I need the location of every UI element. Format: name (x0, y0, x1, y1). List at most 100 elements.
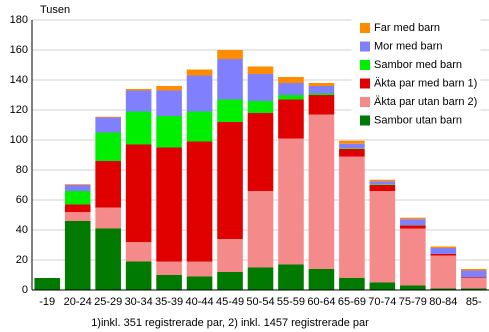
bar-segment (186, 276, 213, 290)
bar-segment (186, 69, 213, 76)
legend-label: Mor med barn (374, 40, 442, 52)
x-tick-label: 50-54 (246, 296, 274, 308)
legend-swatch (360, 23, 370, 33)
bar-segment (125, 242, 152, 262)
bar-segment (339, 278, 365, 290)
legend-label: Äkta par med barn 1) (374, 77, 477, 89)
y-tick-label: 160 (10, 44, 28, 56)
bar-segment (278, 95, 304, 100)
bar-segment (64, 204, 91, 212)
bar-segment (217, 99, 243, 122)
bar-segment (278, 138, 304, 265)
bar-segment (278, 99, 304, 139)
legend-label: Äkta par utan barn 2) (374, 96, 477, 108)
bar-segment (369, 184, 396, 185)
x-tick-label: 60-64 (307, 296, 335, 308)
x-tick-label: 70-74 (368, 296, 396, 308)
bar-segment (186, 261, 213, 277)
bar-segment (247, 267, 274, 290)
bar-segment (156, 261, 182, 275)
x-tick-label: -19 (39, 296, 55, 308)
bar-segment (460, 278, 487, 289)
bar-segment (247, 66, 274, 74)
bar-segment (34, 278, 61, 290)
bar-segment (125, 144, 152, 242)
bar-segment (247, 191, 274, 268)
bar-segment (156, 90, 182, 116)
bar-segment (339, 148, 365, 149)
bar-segment (400, 285, 426, 290)
bar-segment (95, 161, 121, 208)
bar-segment (400, 228, 426, 286)
bar-segment (95, 117, 121, 133)
bar-segment (125, 261, 152, 290)
bar-segment (64, 185, 91, 191)
bar-segment (339, 143, 365, 149)
bar-segment (156, 116, 182, 148)
legend-swatch (360, 41, 370, 52)
bar-segment (339, 149, 365, 157)
bar-segment (339, 156, 365, 278)
bar-segment (460, 288, 487, 290)
bar-segment (95, 116, 121, 118)
bar-segment (369, 282, 396, 290)
legend-swatch (360, 97, 370, 107)
footnote: 1)inkl. 351 registrerade par, 2) inkl. 1… (91, 317, 369, 329)
y-tick-label: 140 (10, 74, 28, 86)
bar-segment (125, 90, 152, 112)
x-tick-label: 45-49 (216, 296, 244, 308)
y-tick-label: 100 (10, 134, 28, 146)
x-tick-label: 85- (466, 296, 482, 308)
bar-segment (400, 225, 426, 229)
legend-label: Far med barn (374, 22, 440, 34)
bar-segment (278, 77, 304, 83)
x-tick-label: 35-39 (155, 296, 183, 308)
bar-segment (64, 184, 91, 185)
bar-segment (95, 132, 121, 161)
chart-title: Tusen (40, 4, 70, 16)
bar-segment (217, 59, 243, 100)
bar-segment (369, 191, 396, 283)
bar-segment (186, 141, 213, 262)
bar-segment (430, 254, 457, 256)
x-tick-label: 80-84 (429, 296, 457, 308)
bar-segment (247, 74, 274, 101)
bar-segment (64, 212, 91, 221)
bar-segment (217, 239, 243, 272)
bar-segment (217, 272, 243, 290)
x-tick-label: 55-59 (277, 296, 305, 308)
bar-segment (278, 264, 304, 290)
bar-segment (308, 114, 335, 269)
bar-segment (308, 269, 335, 290)
bar-segment (339, 140, 365, 144)
bar-segment (308, 83, 335, 86)
bar-segment (400, 217, 426, 220)
bar-segment (369, 181, 396, 185)
x-tick-label: 30-34 (125, 296, 153, 308)
legend-label: Sambor med barn (374, 59, 462, 71)
bar-segment (247, 101, 274, 113)
x-tick-label: 75-79 (399, 296, 427, 308)
bar-segment (369, 179, 396, 182)
bar-segment (217, 50, 243, 59)
legend-swatch (360, 78, 370, 89)
bar-segment (156, 275, 182, 290)
bar-segment (95, 228, 121, 290)
bar-segment (278, 83, 304, 95)
y-tick-label: 40 (16, 224, 28, 236)
bar-segment (460, 270, 487, 278)
bar-segment (460, 277, 487, 278)
legend-swatch (360, 115, 370, 126)
y-tick-label: 180 (10, 14, 28, 26)
x-tick-label: 65-69 (338, 296, 366, 308)
legend-label: Sambor utan barn (374, 114, 462, 126)
x-tick-label: 40-44 (185, 296, 213, 308)
legend-box (351, 17, 481, 134)
bar-segment (64, 221, 91, 290)
bar-segment (64, 191, 91, 205)
bar-segment (156, 86, 182, 91)
bar-segment (430, 288, 457, 290)
y-tick-label: 20 (16, 254, 28, 266)
bar-segment (217, 122, 243, 239)
